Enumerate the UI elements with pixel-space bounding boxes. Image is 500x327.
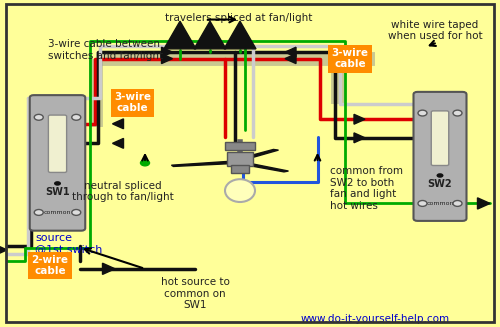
Polygon shape xyxy=(164,21,196,49)
Circle shape xyxy=(34,114,43,120)
Polygon shape xyxy=(478,198,490,209)
Text: common from
SW2 to both
fan and light
hot wires: common from SW2 to both fan and light ho… xyxy=(330,166,403,211)
Text: hot source to
common on
SW1: hot source to common on SW1 xyxy=(160,277,230,310)
Text: 3-wire cable between
switches and fan/light: 3-wire cable between switches and fan/li… xyxy=(48,39,162,61)
Text: SW1: SW1 xyxy=(45,187,70,197)
FancyBboxPatch shape xyxy=(431,111,449,165)
Circle shape xyxy=(418,110,427,116)
Text: source
@1st switch: source @1st switch xyxy=(35,233,102,254)
Polygon shape xyxy=(162,47,172,57)
Circle shape xyxy=(436,173,444,178)
Text: common: common xyxy=(426,201,454,206)
Text: SW2: SW2 xyxy=(428,179,452,189)
Polygon shape xyxy=(354,133,365,143)
Polygon shape xyxy=(242,163,288,172)
Polygon shape xyxy=(112,138,124,148)
Circle shape xyxy=(140,160,149,166)
Polygon shape xyxy=(172,161,234,166)
Text: neutral spliced
through to fan/light: neutral spliced through to fan/light xyxy=(72,181,174,202)
Circle shape xyxy=(54,181,61,186)
Bar xyxy=(228,151,252,166)
Circle shape xyxy=(72,210,81,215)
Text: common: common xyxy=(44,210,72,215)
Circle shape xyxy=(453,200,462,206)
Text: www.do-it-yourself-help.com: www.do-it-yourself-help.com xyxy=(300,314,450,324)
Ellipse shape xyxy=(225,179,255,202)
FancyBboxPatch shape xyxy=(30,95,85,231)
Text: 3-wire
cable: 3-wire cable xyxy=(114,92,151,113)
Circle shape xyxy=(72,114,81,120)
Circle shape xyxy=(34,210,43,215)
Text: travelers spliced at fan/light: travelers spliced at fan/light xyxy=(165,13,312,23)
Text: white wire taped
when used for hot: white wire taped when used for hot xyxy=(388,20,482,41)
Circle shape xyxy=(453,110,462,116)
Text: 2-wire
cable: 2-wire cable xyxy=(32,255,68,276)
Polygon shape xyxy=(224,21,256,49)
Polygon shape xyxy=(285,47,296,57)
Polygon shape xyxy=(285,54,296,63)
Polygon shape xyxy=(0,244,7,255)
Polygon shape xyxy=(102,263,115,274)
Polygon shape xyxy=(241,149,279,159)
Polygon shape xyxy=(194,21,226,49)
Bar xyxy=(231,164,249,173)
Circle shape xyxy=(418,200,427,206)
Polygon shape xyxy=(162,54,172,63)
FancyBboxPatch shape xyxy=(414,92,467,221)
FancyBboxPatch shape xyxy=(48,115,66,172)
Text: 3-wire
cable: 3-wire cable xyxy=(332,48,368,69)
Bar xyxy=(225,142,255,150)
Polygon shape xyxy=(112,119,124,129)
Polygon shape xyxy=(354,114,365,124)
